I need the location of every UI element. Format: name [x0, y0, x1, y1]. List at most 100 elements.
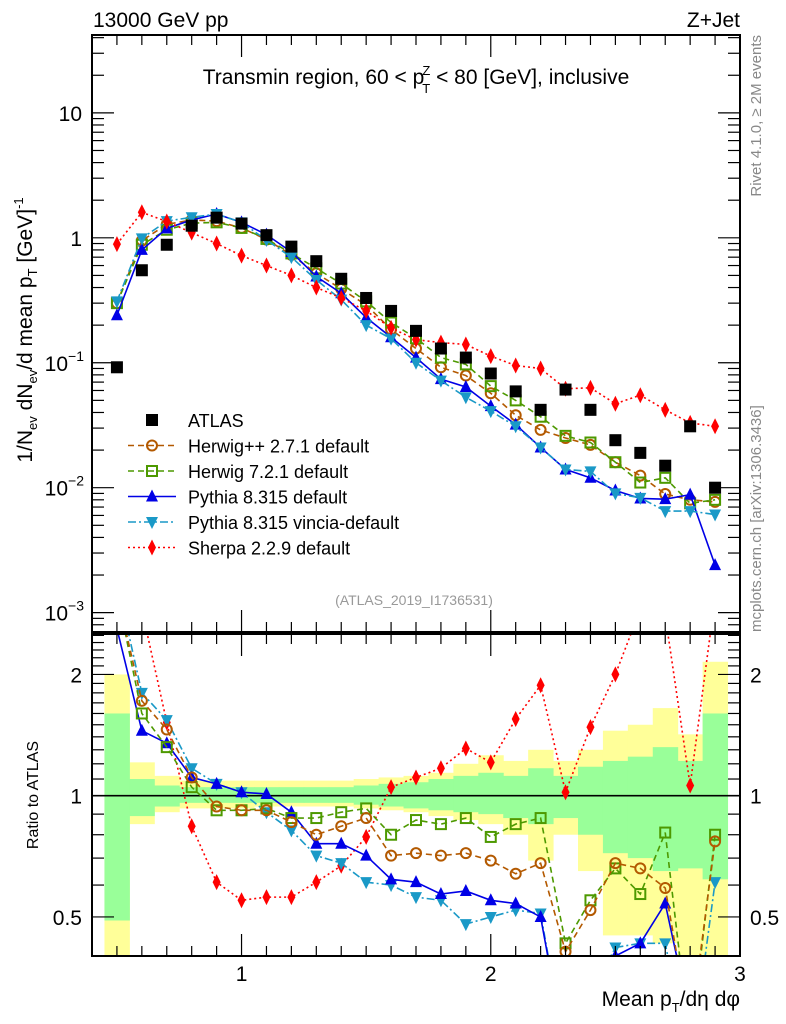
- stat-uncertainty-band: [453, 775, 479, 813]
- data-point: [584, 466, 597, 479]
- ylabel-c-sub: T: [25, 268, 40, 276]
- data-point: [709, 877, 722, 890]
- data-point: [412, 769, 420, 786]
- data-point: [387, 319, 396, 336]
- data-point: [484, 380, 497, 393]
- data-point: [484, 830, 497, 843]
- ratio-series-herwig-7-2-1-default: [124, 634, 722, 956]
- legend-item-pythia-8-315-vincia-default: Pythia 8.315 vincia-default: [128, 513, 399, 533]
- data-point: [584, 1005, 596, 1017]
- data-point: [634, 446, 647, 459]
- data-point: [459, 919, 472, 932]
- data-point: [611, 395, 620, 412]
- process-label: Z+Jet: [687, 9, 740, 32]
- y-tick-label: 10−2: [45, 473, 85, 501]
- legend-item-herwig-2-7-1-default: Herwig++ 2.7.1 default: [128, 437, 369, 457]
- data-point: [659, 938, 672, 951]
- data-point: [484, 367, 497, 380]
- data-point: [634, 492, 647, 505]
- x-tick-label: 1: [236, 963, 248, 986]
- data-point: [312, 279, 321, 296]
- data-point: [659, 492, 672, 505]
- data-point: [434, 887, 447, 900]
- data-point: [459, 847, 472, 860]
- ylabel-d: [GeV]: [14, 209, 37, 269]
- data-point: [111, 577, 123, 589]
- y-tick-label: 10: [59, 103, 82, 126]
- ratio-y-tick-label-left: 0.5: [53, 907, 82, 930]
- data-point: [659, 471, 672, 484]
- data-point: [534, 909, 547, 922]
- data-point: [210, 804, 223, 817]
- ratio-series-pythia-8-315-vincia-default: [111, 577, 722, 1002]
- data-point: [135, 264, 148, 277]
- legend-item-atlas: ATLAS: [146, 411, 244, 431]
- analysis-tag: (ATLAS_2019_I1736531): [335, 592, 493, 608]
- data-point: [113, 390, 121, 406]
- data-point: [162, 213, 171, 230]
- series-sherpa-2-2-9-default: [112, 204, 720, 435]
- uncertainty-bands: [104, 661, 729, 956]
- y-tick-label: 10−3: [45, 598, 85, 626]
- stat-uncertainty-band: [129, 779, 155, 817]
- series-atlas: [110, 211, 722, 494]
- main-ticks: [91, 35, 741, 633]
- data-point: [112, 236, 121, 253]
- xlabel-a: Mean p: [602, 988, 672, 1011]
- data-point: [586, 719, 595, 736]
- data-point: [559, 383, 572, 396]
- ratio-series-herwig-2-7-1-default: [125, 634, 722, 956]
- source-label: mcplots.cern.ch [arXiv:1306.3436]: [748, 405, 765, 632]
- series-line: [125, 634, 716, 956]
- data-point: [138, 601, 146, 617]
- series-line: [116, 211, 716, 428]
- data-point: [434, 361, 447, 374]
- ratio-y-tick-label-left: 2: [70, 664, 82, 687]
- legend-label: Sherpa 2.2.9 default: [188, 539, 350, 559]
- stat-uncertainty-band: [627, 756, 654, 859]
- data-point: [711, 590, 719, 606]
- data-point: [260, 229, 273, 242]
- main-y-axis-label: 1/Nev dNev/d mean pT [GeV]-1: [11, 197, 40, 462]
- ylabel-a: 1/N: [14, 430, 37, 463]
- series-line: [124, 634, 716, 956]
- data-point: [659, 826, 672, 839]
- data-point: [360, 291, 373, 304]
- data-point: [709, 481, 722, 494]
- data-point: [387, 779, 396, 796]
- data-point: [511, 711, 520, 728]
- data-point: [584, 990, 596, 1002]
- data-point: [586, 379, 595, 396]
- data-point: [235, 217, 248, 230]
- data-point: [584, 403, 597, 416]
- main-title: Transmin region, 60 < pZ T < 80 [GeV], in…: [203, 63, 630, 96]
- ratio-y-axis-label: Ratio to ATLAS: [25, 741, 42, 849]
- data-point: [160, 723, 173, 736]
- data-point: [634, 469, 647, 482]
- data-point: [285, 812, 298, 825]
- data-point: [534, 812, 547, 825]
- legend-item-herwig-7-2-1-default: Herwig 7.2.1 default: [128, 462, 348, 482]
- data-point: [484, 406, 497, 419]
- ratio-y-tick-labels: 0.5 0.5 1 1 2 2: [53, 664, 779, 930]
- data-point: [534, 857, 547, 870]
- data-point: [534, 423, 547, 436]
- data-point: [684, 487, 697, 500]
- data-point: [262, 257, 271, 274]
- xlabel-a-sub: T: [672, 1000, 680, 1015]
- legend-label: Herwig 7.2.1 default: [188, 462, 348, 482]
- ylabel-d-sup: -1: [11, 197, 26, 209]
- x-axis-label: Mean pT/dη dφ: [602, 988, 740, 1015]
- stat-uncertainty-band: [677, 760, 704, 869]
- legend-marker: [146, 439, 158, 452]
- data-point: [461, 336, 470, 353]
- data-point: [287, 267, 296, 284]
- data-point: [360, 877, 373, 890]
- data-point: [335, 820, 348, 833]
- data-point: [362, 302, 371, 319]
- data-point: [410, 875, 422, 888]
- data-point: [484, 387, 497, 400]
- data-point: [210, 800, 223, 813]
- data-point: [310, 836, 323, 849]
- y-tick-label: 1: [70, 228, 82, 251]
